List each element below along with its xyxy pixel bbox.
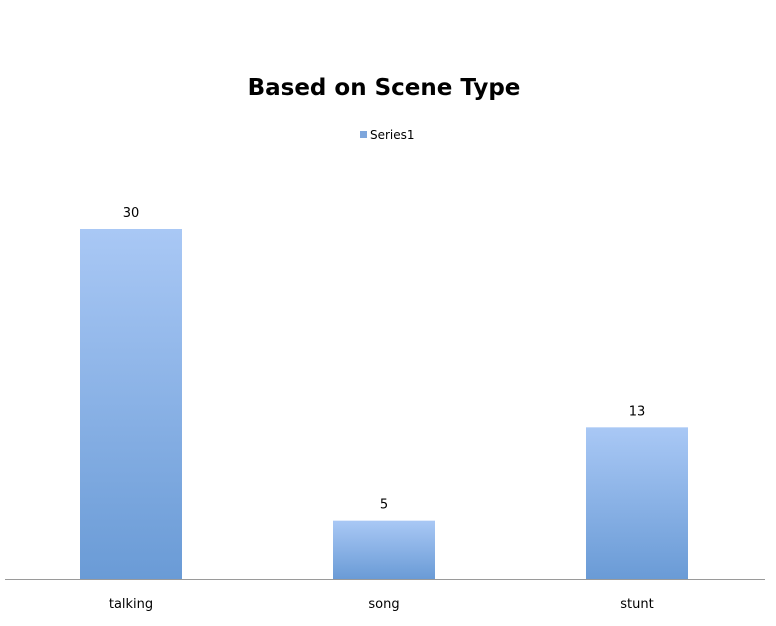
bar-talking <box>80 229 182 579</box>
bar-stunt <box>586 427 688 579</box>
legend-label: Series1 <box>370 128 415 142</box>
x-axis-tick-labels: talking song stunt <box>109 597 654 612</box>
x-tick-label-song: song <box>368 597 399 612</box>
legend-swatch <box>360 131 367 138</box>
x-tick-label-stunt: stunt <box>620 597 653 612</box>
data-label-stunt: 13 <box>629 404 646 419</box>
bars-layer <box>80 229 688 579</box>
legend: Series1 <box>360 128 415 142</box>
bar-song <box>333 520 435 579</box>
data-label-song: 5 <box>380 498 388 513</box>
chart-title: Based on Scene Type <box>248 75 521 101</box>
data-labels-layer: 30 5 13 <box>123 206 646 513</box>
x-tick-label-talking: talking <box>109 597 153 612</box>
data-label-talking: 30 <box>123 206 140 221</box>
